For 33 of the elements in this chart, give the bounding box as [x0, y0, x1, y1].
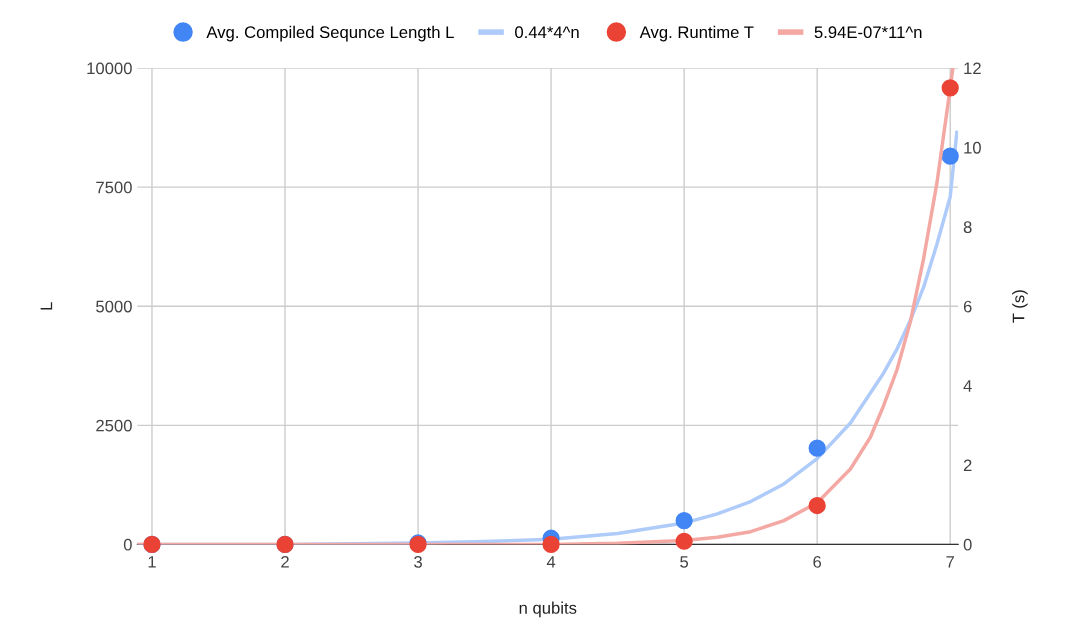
y2-tick-label: 2: [963, 459, 972, 472]
y2-tick-label: 4: [963, 380, 972, 392]
legend-label: Avg. Compiled Sequnce Length L: [206, 25, 454, 42]
point: [675, 511, 693, 530]
x-tick-label: 2: [281, 555, 289, 568]
y2-tick-label: 6: [963, 300, 972, 313]
legend-label: Avg. Runtime T: [639, 25, 754, 42]
point: [542, 535, 560, 554]
y2-tick-label: 12: [964, 62, 981, 75]
x-tick-label: 4: [546, 556, 556, 568]
y-tick-label: 7500: [96, 181, 132, 194]
y-tick-label: 5000: [96, 300, 132, 313]
point: [675, 532, 693, 550]
x-tick-label: 3: [414, 555, 422, 568]
y2-tick-label: 8: [963, 221, 972, 234]
y-tick-label: 0: [123, 538, 132, 551]
x-tick-label: 6: [813, 555, 822, 568]
x-axis-title: n qubits: [519, 601, 577, 618]
point: [808, 439, 826, 457]
x-tick-label: 5: [680, 556, 689, 568]
point: [808, 496, 826, 515]
point: [941, 147, 959, 165]
x-tick-label: 7: [946, 556, 954, 568]
x-tick-label: 1: [148, 556, 156, 568]
point: [941, 79, 959, 97]
y2-tick-label: 0: [963, 538, 972, 551]
y2-tick-label: 10: [964, 141, 981, 154]
legend-label: 0.44*4^n: [515, 26, 579, 39]
y-tick-label: 2500: [96, 419, 132, 432]
y-tick-label: 10000: [87, 62, 132, 75]
y-axis-title: L: [40, 302, 53, 310]
y2-axis-title: T (s): [1012, 290, 1028, 323]
legend-label: 5.94E-07*11^n: [814, 26, 922, 39]
